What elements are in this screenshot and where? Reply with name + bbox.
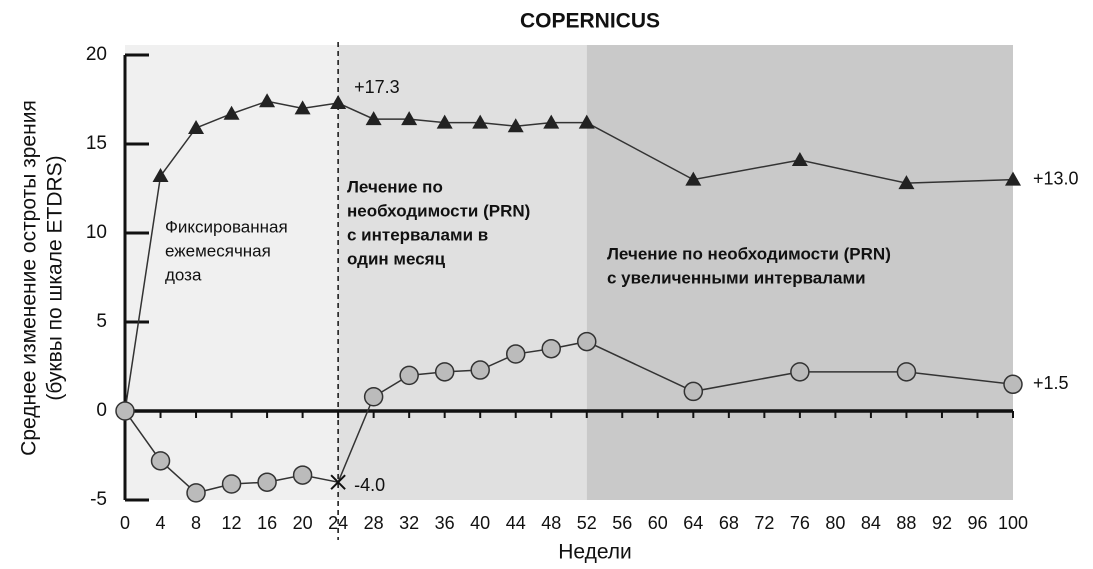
- background: [125, 45, 1013, 500]
- marker: [683, 381, 704, 402]
- x-tick-label: 56: [612, 513, 632, 533]
- marker: [685, 171, 702, 186]
- x-tick-label: 60: [648, 513, 668, 533]
- x-tick-label: 0: [120, 513, 130, 533]
- y-tick-label: 10: [86, 222, 107, 243]
- marker: [186, 483, 206, 503]
- y-tick-label: 5: [96, 311, 107, 332]
- marker: [436, 114, 453, 129]
- region-label: Лечение по: [347, 177, 443, 196]
- marker: [188, 119, 205, 134]
- chart-title: COPERNICUS: [520, 10, 660, 33]
- x-tick-label: 24: [328, 513, 348, 533]
- y-tick-label: -5: [90, 489, 107, 510]
- marker: [578, 114, 595, 129]
- x-tick-label: 16: [257, 513, 277, 533]
- marker: [365, 111, 382, 126]
- marker: [470, 360, 490, 380]
- x-tick-label: 76: [790, 513, 810, 533]
- marker: [152, 168, 169, 183]
- marker: [294, 100, 311, 115]
- region-label: Фиксированная: [165, 217, 288, 236]
- x-tick-label: 68: [719, 513, 739, 533]
- marker: [896, 362, 917, 382]
- marker: [1003, 374, 1023, 395]
- marker: [505, 344, 526, 364]
- region-label: один месяц: [347, 249, 446, 268]
- marker: [791, 152, 808, 167]
- x-tick-label: 8: [191, 513, 201, 533]
- value-label: +13.0: [1033, 168, 1079, 188]
- marker: [898, 175, 915, 190]
- y-tick-label: 20: [86, 44, 107, 65]
- y-tick-label: 0: [96, 400, 107, 421]
- x-tick-label: 80: [825, 513, 845, 533]
- region-label: необходимости (PRN): [347, 201, 530, 220]
- marker: [541, 338, 561, 359]
- y-tick-label: 15: [86, 133, 107, 154]
- x-tick-label: 96: [967, 513, 987, 533]
- region-label: с интервалами в: [347, 225, 488, 244]
- region-label: Лечение по необходимости (PRN): [607, 244, 891, 263]
- x-tick-label: 28: [364, 513, 384, 533]
- marker: [577, 331, 597, 352]
- value-label: +17.3: [354, 77, 400, 97]
- marker: [223, 105, 240, 120]
- x-tick-label: 52: [577, 513, 597, 533]
- marker: [330, 474, 346, 490]
- x-tick-label: 4: [156, 513, 166, 533]
- x-tick-label: 20: [293, 513, 313, 533]
- value-label: +1.5: [1033, 373, 1069, 393]
- x-tick-label: 40: [470, 513, 490, 533]
- x-tick-label: 48: [541, 513, 561, 533]
- x-tick-label: 92: [932, 513, 952, 533]
- marker: [434, 362, 455, 382]
- marker: [790, 362, 810, 382]
- x-tick-label: 88: [896, 513, 916, 533]
- marker: [259, 93, 276, 108]
- x-tick-label: 32: [399, 513, 419, 533]
- marker: [399, 365, 419, 386]
- x-tick-label: 100: [998, 513, 1028, 533]
- x-axis-label: Недели: [558, 541, 632, 564]
- marker: [221, 474, 242, 494]
- marker: [150, 451, 171, 471]
- marker: [472, 114, 489, 129]
- region: [125, 45, 339, 500]
- x-tick-label: 72: [754, 513, 774, 533]
- y-axis-label: (буквы по шкале ETDRS): [44, 155, 67, 400]
- marker: [115, 401, 135, 421]
- value-label: -4.0: [354, 475, 385, 495]
- region-label: ежемесячная: [165, 241, 271, 260]
- x-tick-label: 64: [683, 513, 703, 533]
- region: [586, 45, 1013, 500]
- marker: [363, 387, 384, 407]
- x-tick-label: 36: [435, 513, 455, 533]
- marker: [257, 472, 277, 492]
- marker: [401, 111, 418, 126]
- region-label: с увеличенными интервалами: [607, 268, 866, 287]
- y-axis-label: Среднее изменение остроты зрения: [18, 100, 41, 456]
- marker: [330, 95, 347, 110]
- x-tick-label: 12: [222, 513, 242, 533]
- region: [338, 45, 587, 500]
- region-label: доза: [165, 265, 202, 284]
- x-tick-label: 84: [861, 513, 881, 533]
- marker: [507, 118, 524, 133]
- x-tick-label: 44: [506, 513, 526, 533]
- marker: [292, 465, 313, 485]
- marker: [543, 114, 560, 129]
- marker: [1005, 171, 1021, 186]
